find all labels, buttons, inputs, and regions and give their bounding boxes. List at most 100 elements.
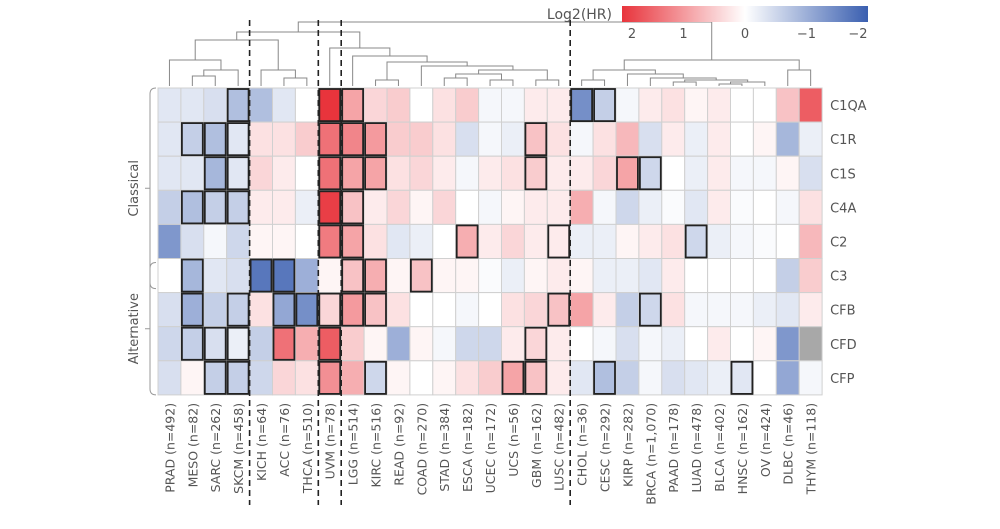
heatmap-cell xyxy=(432,189,457,225)
heatmap-cell xyxy=(592,258,617,294)
significant-cell-box xyxy=(226,360,250,395)
heatmap-cell xyxy=(569,121,594,157)
heatmap-cell xyxy=(249,258,274,294)
column-label: STAD (n=384) xyxy=(437,403,452,492)
significant-cell-box xyxy=(524,122,548,157)
dendrogram-branch xyxy=(478,69,548,80)
dendrogram-branch xyxy=(375,79,399,86)
row-group-bracket xyxy=(145,262,157,396)
significant-cell-box xyxy=(272,258,296,293)
heatmap-cell xyxy=(478,121,503,157)
significant-cell-box xyxy=(639,156,662,191)
heatmap-cell xyxy=(317,189,342,225)
heatmap-cell xyxy=(363,326,388,362)
heatmap-cell xyxy=(546,360,571,396)
column-label: THYM (n=118) xyxy=(804,403,819,495)
significant-cell-box xyxy=(203,360,227,395)
heatmap-cell xyxy=(730,360,754,396)
heatmap-cell xyxy=(638,121,663,157)
heatmap-cell xyxy=(455,360,480,396)
column-label: COAD (n=270) xyxy=(414,403,429,496)
heatmap-cell xyxy=(340,155,365,191)
dendrogram-branch xyxy=(352,55,428,86)
significant-cell-box xyxy=(547,224,571,259)
row-label: C1R xyxy=(830,133,856,148)
significant-cell-box xyxy=(570,88,594,122)
heatmap-cell xyxy=(226,292,251,328)
heatmap-cell xyxy=(249,87,274,123)
heatmap-cell xyxy=(294,87,319,123)
heatmap-cell xyxy=(478,87,503,123)
heatmap-cell xyxy=(592,292,617,328)
significant-cell-box xyxy=(180,326,204,361)
significant-cell-box xyxy=(524,326,548,361)
heatmap-cell xyxy=(707,87,731,123)
heatmap-cell xyxy=(226,121,251,157)
heatmap-cell xyxy=(523,292,548,328)
heatmap-cell xyxy=(203,155,228,191)
heatmap-cell xyxy=(592,121,617,157)
significant-cell-box xyxy=(295,292,319,327)
column-label: KIRC (n=516) xyxy=(369,403,384,488)
heatmap-cell xyxy=(501,87,525,123)
heatmap-cell xyxy=(409,189,434,225)
heatmap-cell xyxy=(203,326,228,362)
heatmap-cell xyxy=(157,189,182,225)
significant-cell-box xyxy=(180,190,204,225)
cluster-dividers xyxy=(248,20,572,505)
heatmap-cell xyxy=(478,258,503,294)
heatmap-cell xyxy=(569,360,594,396)
heatmap-cell xyxy=(638,360,663,396)
heatmap-cell xyxy=(363,189,388,225)
significant-cell-box xyxy=(547,292,571,327)
heatmap-cell xyxy=(775,292,800,328)
heatmap-cell xyxy=(798,223,823,259)
heatmap-cell xyxy=(775,326,800,362)
heatmap-cell xyxy=(340,258,365,294)
heatmap-cell xyxy=(501,155,525,191)
significant-cell-box xyxy=(226,156,250,191)
heatmap-cell xyxy=(546,223,571,259)
column-dendrogram xyxy=(168,21,812,86)
legend-gradient xyxy=(622,6,868,22)
heatmap-cell xyxy=(546,292,571,328)
heatmap-cell xyxy=(592,360,617,396)
heatmap-cell xyxy=(317,155,342,191)
significant-cell-box xyxy=(180,292,204,327)
significant-cell-box xyxy=(341,122,365,157)
heatmap-cell xyxy=(478,223,503,259)
heatmap-cell xyxy=(203,292,228,328)
row-group-brackets: Classical Alternative xyxy=(127,87,157,396)
heatmap-cell xyxy=(638,292,663,328)
significant-cell-box xyxy=(226,326,250,361)
heatmap-cell xyxy=(294,326,319,362)
column-label: LUAD (n=478) xyxy=(689,403,704,493)
heatmap-cell xyxy=(661,121,686,157)
heatmap-cell xyxy=(661,326,686,362)
heatmap-cell xyxy=(615,258,640,294)
significant-cell-box xyxy=(272,326,296,361)
heatmap-cell xyxy=(501,360,525,396)
heatmap-cell xyxy=(340,326,365,362)
row-label: C1QA xyxy=(830,99,867,114)
significant-cell-box xyxy=(249,258,273,293)
significant-cell-box xyxy=(272,292,296,327)
significant-cell-box xyxy=(318,326,342,361)
significant-cell-box xyxy=(501,360,525,395)
row-label: CFD xyxy=(830,338,857,353)
heatmap-cell xyxy=(363,121,388,157)
heatmap-cell xyxy=(523,189,548,225)
heatmap-cell xyxy=(363,292,388,328)
significant-cell-box xyxy=(318,360,342,395)
heatmap-cell xyxy=(752,189,777,225)
column-label: BRCA (n=1,070) xyxy=(643,403,658,505)
dendrogram-branch xyxy=(283,77,308,86)
heatmap-cell xyxy=(249,223,274,259)
heatmap-cell xyxy=(432,292,457,328)
dendrogram-branch xyxy=(489,79,514,86)
significant-cell-box xyxy=(364,122,387,157)
heatmap-cell xyxy=(546,87,571,123)
heatmap-cell xyxy=(317,258,342,294)
column-label: READ (n=92) xyxy=(391,403,406,486)
legend-tick-label: 0 xyxy=(741,27,749,42)
